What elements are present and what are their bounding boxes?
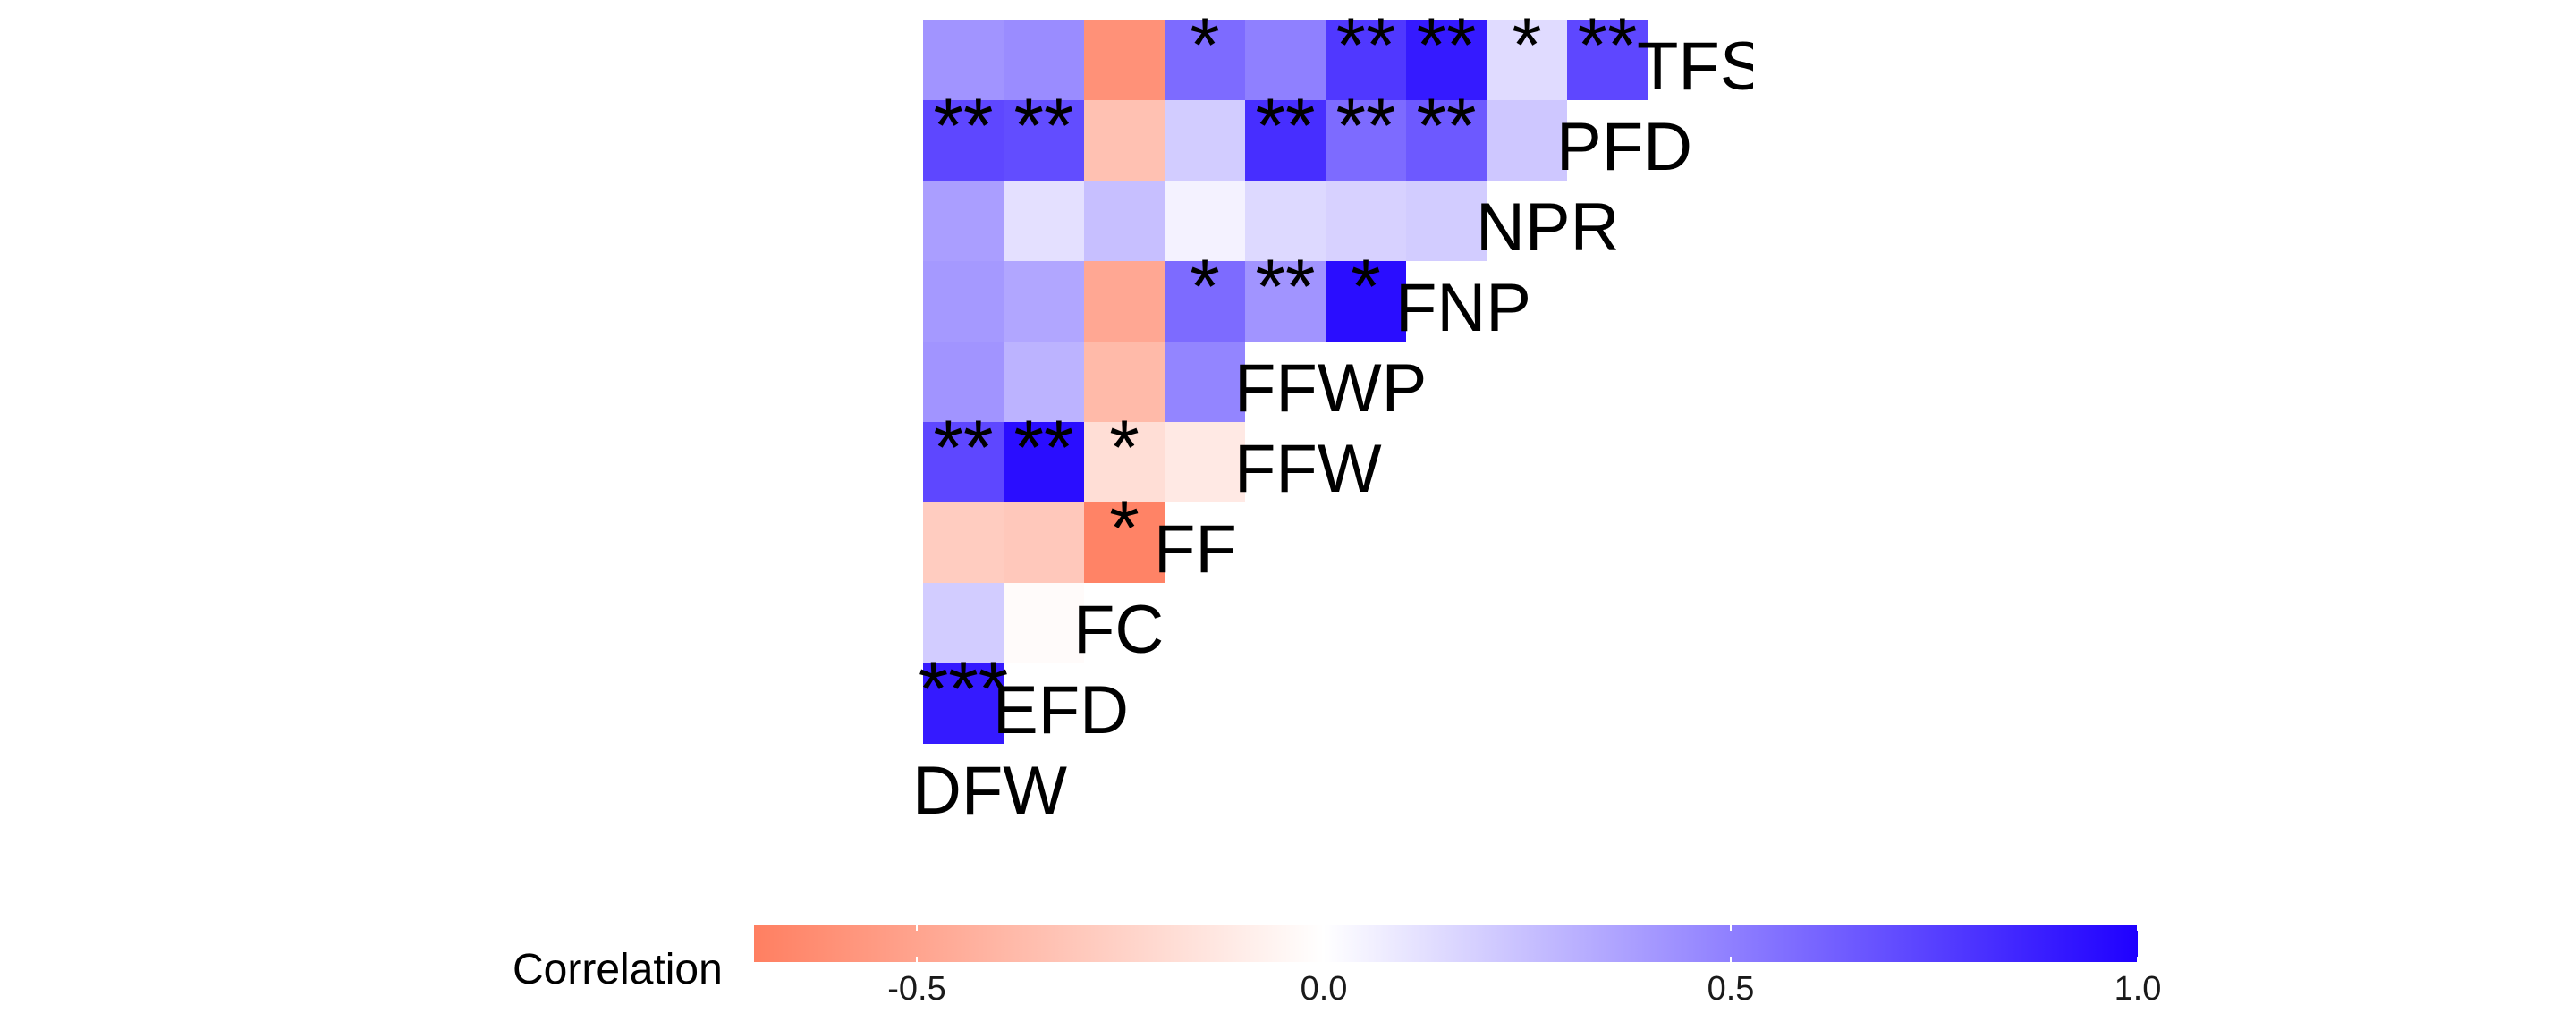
variable-label: FC [1073, 592, 1164, 668]
heatmap-cell [1084, 261, 1165, 342]
colorbar-ticks: -0.5 0.0 0.5 1.0 [887, 925, 2161, 1008]
heatmap-cell [1245, 100, 1326, 181]
significance-star: ** [1256, 244, 1316, 330]
heatmap-cell [1406, 100, 1487, 181]
heatmap-cell [1487, 100, 1567, 181]
variable-label: NPR [1476, 190, 1619, 266]
heatmap-cell [923, 422, 1004, 502]
heatmap-cell [1004, 181, 1084, 261]
significance-star: ** [1014, 405, 1074, 491]
heatmap-cell [1004, 20, 1084, 100]
colorbar-tick-label: -0.5 [887, 970, 945, 1008]
heatmap-cell [1326, 181, 1406, 261]
heatmap-cell [1084, 100, 1165, 181]
variable-label: EFD [993, 672, 1129, 748]
heatmap-cell [923, 583, 1004, 663]
heatmap-cell [1004, 342, 1084, 422]
significance-star: * [1109, 405, 1139, 491]
significance-star: * [1512, 3, 1541, 89]
variable-label: TFS [1637, 29, 1766, 105]
heatmap-cell [1406, 20, 1487, 100]
significance-star: ** [1578, 3, 1638, 89]
heatmap-cell [923, 20, 1004, 100]
variable-label: FF [1154, 511, 1237, 587]
significance-star: * [1190, 244, 1219, 330]
heatmap-cell [923, 100, 1004, 181]
significance-star: ** [1417, 83, 1477, 169]
heatmap-cell [1165, 181, 1245, 261]
heatmap-cell [923, 663, 1004, 744]
heatmap-cell [1004, 261, 1084, 342]
heatmap-cell [1165, 261, 1245, 342]
heatmap-cell [1406, 181, 1487, 261]
heatmap-cell [923, 181, 1004, 261]
variable-label: FFWP [1234, 350, 1427, 426]
heatmap-cell [923, 261, 1004, 342]
significance-star: *** [919, 646, 1008, 732]
heatmap-cell [1004, 502, 1084, 583]
heatmap-cell [1004, 100, 1084, 181]
heatmap-cell [1567, 20, 1648, 100]
significance-star: ** [1417, 3, 1477, 89]
heatmap-cell [1084, 20, 1165, 100]
heatmap-cell [1165, 20, 1245, 100]
colorbar-legend: Correlation -0.5 0.0 0.5 1.0 [513, 925, 2161, 1008]
significance-star: ** [1256, 83, 1316, 169]
significance-stars: * ** ** * **** ** ** ** *** ** *** ** ***** [919, 3, 1638, 732]
heatmap-cell [1004, 583, 1084, 663]
heatmap-cell [1165, 342, 1245, 422]
heatmap-cell [1004, 422, 1084, 502]
heatmap-cell [1245, 20, 1326, 100]
variable-label: FNP [1395, 270, 1531, 346]
significance-star: * [1351, 244, 1380, 330]
heatmap-cell [1487, 20, 1567, 100]
heatmap-cell [1245, 261, 1326, 342]
significance-star: ** [1336, 83, 1396, 169]
significance-star: * [1190, 3, 1219, 89]
significance-star: ** [1014, 83, 1074, 169]
heatmap-cell [1165, 422, 1245, 502]
heatmap-cell [1326, 100, 1406, 181]
heatmap-cell [1245, 181, 1326, 261]
heatmap-cell [1084, 502, 1165, 583]
variable-label: FFW [1234, 431, 1382, 507]
colorbar-tick-label: 1.0 [2114, 970, 2162, 1008]
heatmap-cell [1084, 422, 1165, 502]
heatmap-cell [1165, 100, 1245, 181]
significance-star: * [1109, 485, 1139, 571]
colorbar-tick-label: 0.0 [1301, 970, 1348, 1008]
heatmap-cell [1326, 20, 1406, 100]
significance-star: ** [934, 83, 994, 169]
colorbar-tick-label: 0.5 [1707, 970, 1755, 1008]
heatmap-cell [1326, 261, 1406, 342]
heatmap-cell [923, 502, 1004, 583]
colorbar-title: Correlation [513, 946, 723, 993]
variable-label: PFD [1556, 109, 1692, 185]
heatmap-plot-area: * ** ** * **** ** ** ** *** ** *** ** ***** TFSPFDNP… [912, 3, 1766, 829]
heatmap-cells [923, 20, 1648, 744]
heatmap-cell [923, 342, 1004, 422]
variable-label: DFW [912, 753, 1067, 829]
heatmap-cell [1084, 181, 1165, 261]
heatmap-cell [1084, 342, 1165, 422]
significance-star: ** [934, 405, 994, 491]
colorbar-gradient [754, 925, 2138, 962]
significance-star: ** [1336, 3, 1396, 89]
